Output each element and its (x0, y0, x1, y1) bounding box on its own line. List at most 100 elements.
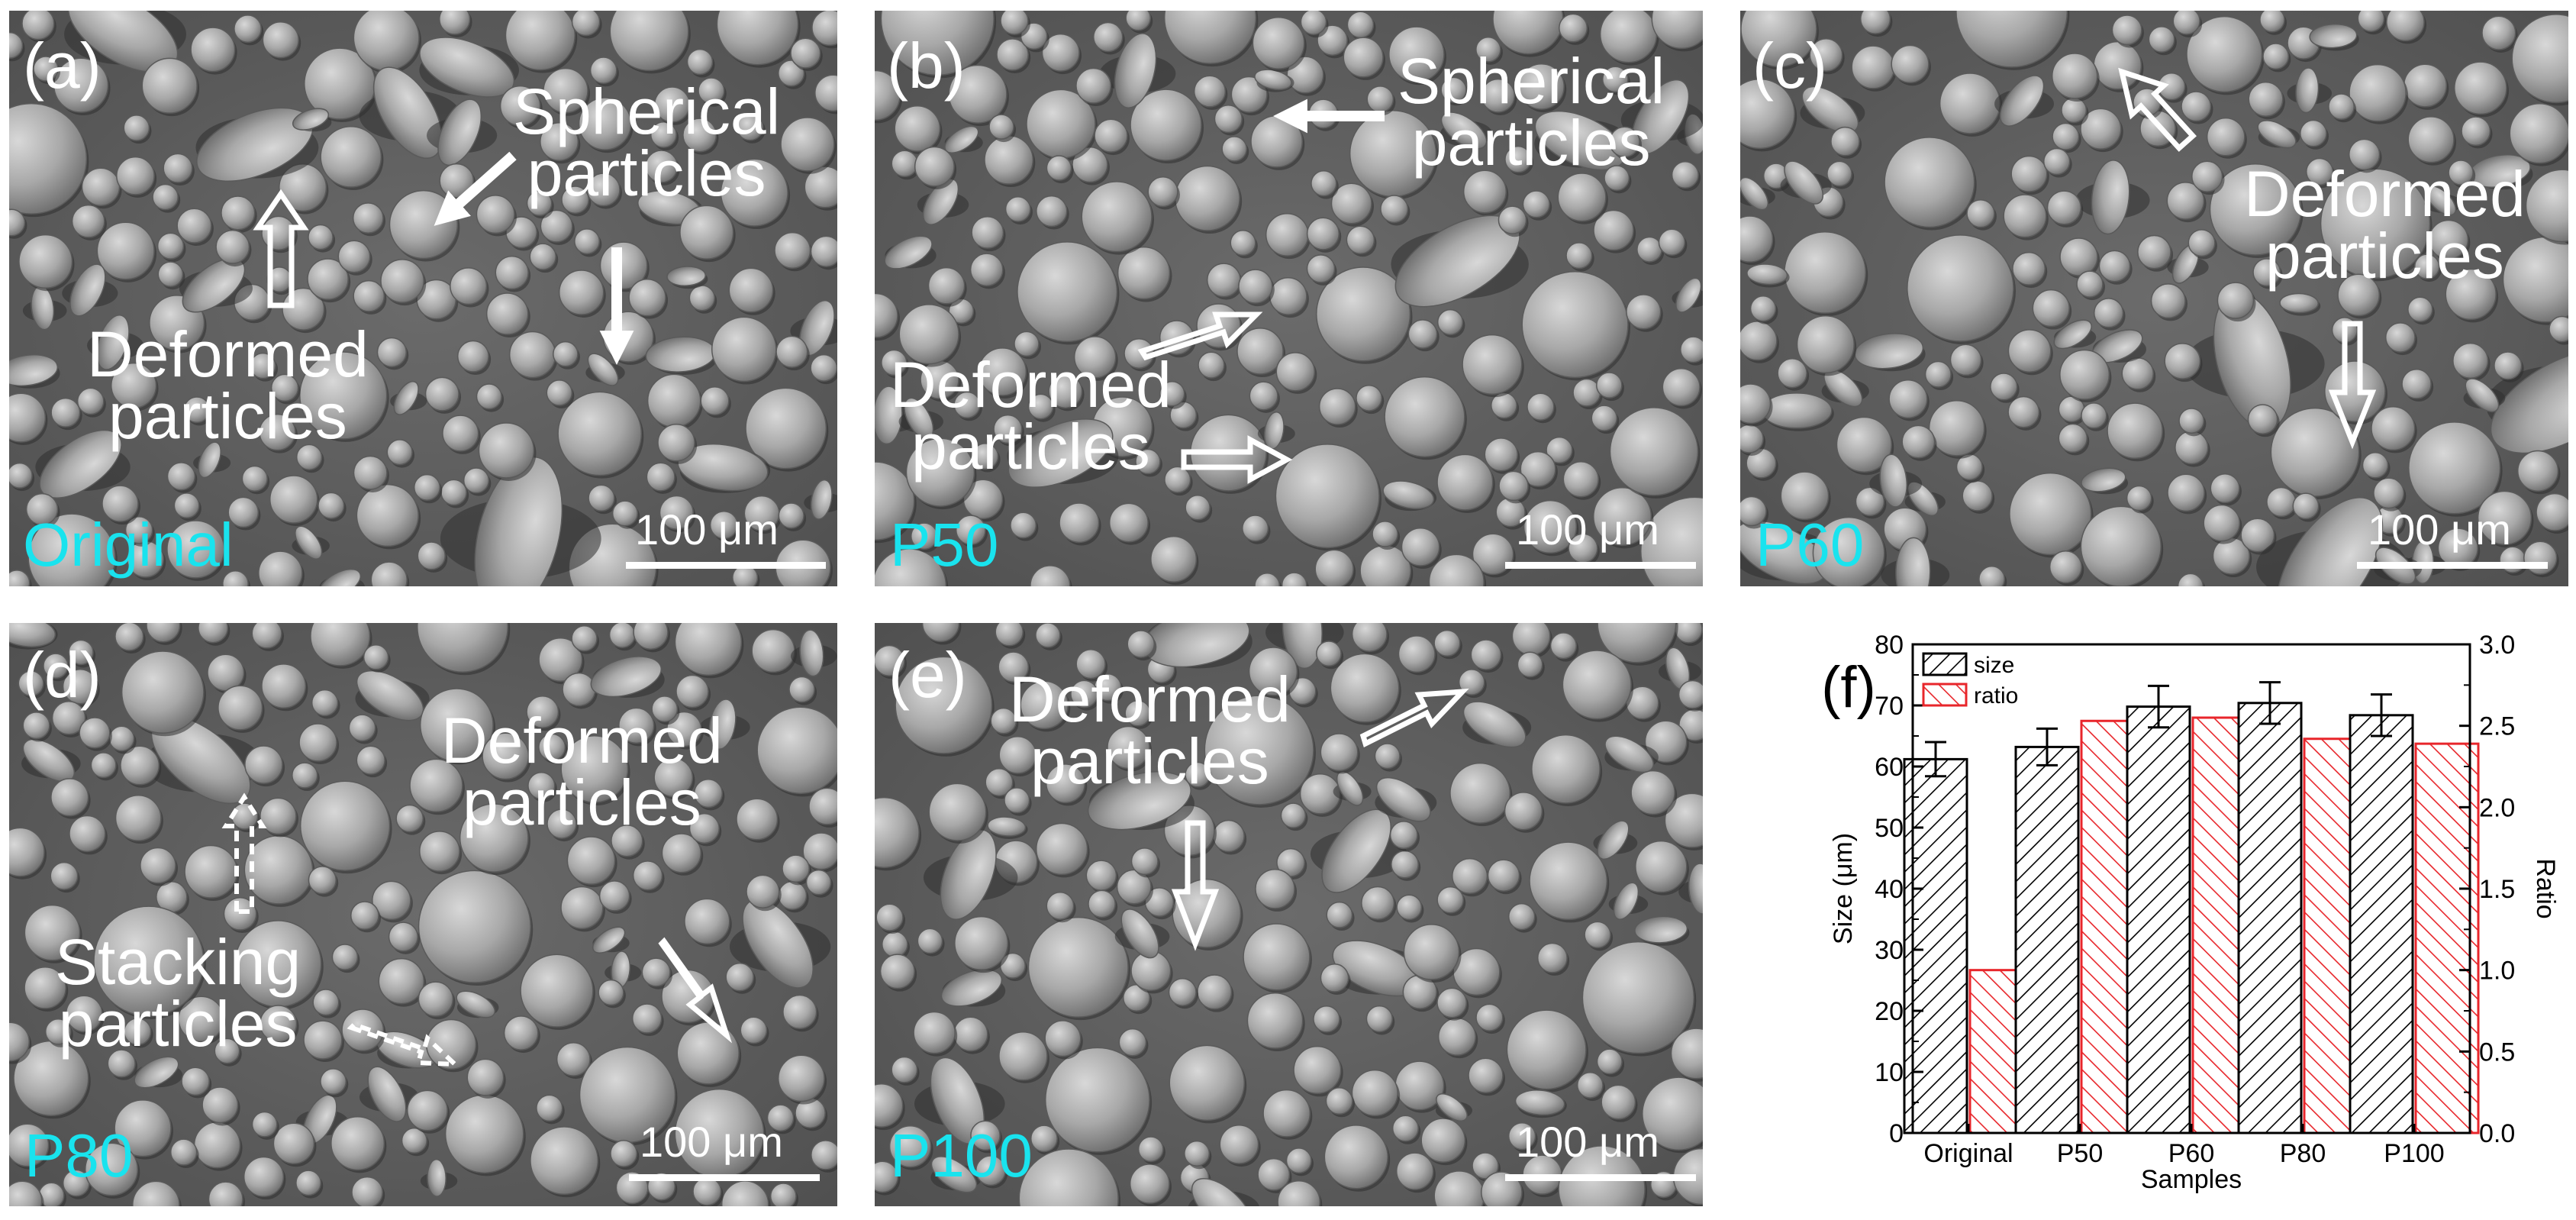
particle (566, 836, 616, 885)
particle (1901, 424, 1936, 459)
particle (134, 1056, 179, 1089)
particle (1597, 820, 1630, 860)
bar-size-p60 (2126, 705, 2191, 1134)
particle (22, 712, 50, 740)
particle (810, 353, 837, 382)
arrow-stacking-d-2 (347, 1022, 461, 1067)
particle (526, 695, 559, 728)
scale-text-c: 100 μm (2368, 505, 2511, 554)
particle (50, 778, 89, 817)
y2-tick-label: 0.5 (2479, 1038, 2515, 1067)
particle (1680, 336, 1703, 363)
particle (556, 1041, 591, 1076)
particle (1451, 857, 1488, 895)
particle (1282, 623, 1323, 670)
scale-text-a: 100 μm (635, 505, 779, 554)
particle (269, 475, 318, 524)
sample-label-d: P80 (24, 1122, 134, 1189)
particle (1514, 1089, 1565, 1116)
particle (292, 108, 330, 131)
particle (778, 1054, 825, 1102)
particle (39, 429, 122, 499)
particle (927, 266, 966, 305)
particle (769, 1183, 797, 1206)
particle (393, 380, 419, 415)
particle (940, 969, 1003, 1007)
particle (913, 1011, 956, 1054)
bar-size-p80 (2237, 702, 2303, 1134)
particle (331, 944, 359, 970)
particle (2445, 268, 2497, 321)
particle (1812, 516, 1885, 586)
particle (27, 513, 116, 586)
particle (1396, 894, 1423, 921)
particle (1609, 126, 1640, 158)
particle (659, 495, 694, 530)
particle (1504, 792, 1543, 831)
particle (651, 696, 679, 722)
particle (590, 656, 663, 698)
particle (353, 279, 385, 312)
particle (1498, 205, 1527, 235)
particle (1990, 373, 2018, 401)
particle (1389, 821, 1418, 850)
particle (1088, 889, 1116, 918)
particle (395, 804, 424, 833)
particle (880, 11, 995, 76)
particle (2081, 467, 2126, 492)
particle (888, 1125, 932, 1168)
particle (1374, 743, 1401, 770)
particle (1740, 176, 1769, 211)
scale-text-e: 100 μm (1516, 1118, 1659, 1166)
particle (2362, 451, 2389, 479)
particle (650, 121, 677, 148)
particle (2049, 550, 2083, 584)
particle (1246, 992, 1304, 1049)
particle (2408, 421, 2501, 515)
bar-size-p50 (2014, 745, 2080, 1134)
particle (2401, 369, 2432, 399)
particle (985, 768, 1014, 797)
particle (2206, 117, 2246, 157)
particle (166, 520, 225, 579)
particle (1403, 924, 1460, 980)
particle (111, 362, 157, 409)
particle (353, 455, 388, 490)
particle (875, 461, 915, 541)
particle (1635, 840, 1688, 893)
particle (262, 21, 299, 59)
particle (679, 205, 734, 260)
particle (1596, 1048, 1623, 1075)
particle (1230, 230, 1256, 257)
particle (2076, 270, 2104, 298)
particle (2137, 234, 2171, 269)
particle (766, 1104, 795, 1132)
particle (221, 195, 256, 231)
scale-bar-d (629, 1174, 820, 1181)
particle (745, 387, 827, 470)
particle (1662, 368, 1701, 407)
particle (1924, 360, 1952, 388)
sem-panel-d: (d) Deformed particles Stacking particle… (9, 623, 837, 1206)
particle (2453, 61, 2507, 115)
particle (495, 255, 529, 290)
particle (79, 717, 111, 749)
particle (2191, 160, 2223, 192)
particle (2098, 250, 2131, 282)
particle (914, 146, 955, 187)
particle (370, 561, 408, 586)
particle (1395, 1152, 1434, 1190)
particle (1966, 198, 1995, 228)
particle (875, 548, 947, 586)
particle (169, 1138, 198, 1166)
particle (538, 733, 566, 761)
particle (2042, 147, 2071, 176)
particle (598, 979, 624, 1006)
particle (1004, 195, 1031, 222)
particle (251, 623, 282, 649)
particle (2007, 329, 2052, 373)
particle (1320, 733, 1359, 772)
particle (2292, 492, 2320, 520)
particle (2516, 450, 2559, 492)
particle (782, 854, 810, 883)
